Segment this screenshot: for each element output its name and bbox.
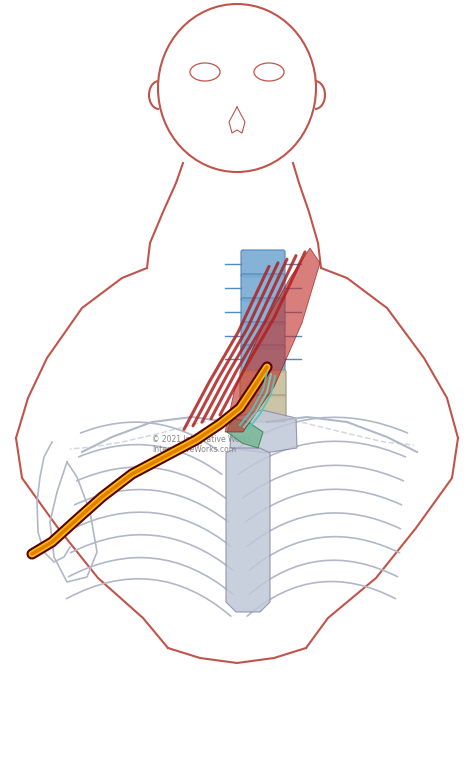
FancyBboxPatch shape [241, 345, 285, 372]
Polygon shape [226, 448, 270, 612]
FancyBboxPatch shape [241, 274, 285, 301]
Polygon shape [225, 248, 320, 432]
FancyBboxPatch shape [241, 322, 285, 349]
Text: © 2021 Integrative Works
IntegrativeWorks.com: © 2021 Integrative Works IntegrativeWork… [152, 435, 251, 454]
FancyBboxPatch shape [241, 298, 285, 325]
Polygon shape [227, 418, 263, 448]
FancyBboxPatch shape [240, 370, 286, 397]
FancyBboxPatch shape [240, 395, 286, 422]
Polygon shape [230, 410, 297, 453]
FancyBboxPatch shape [241, 250, 285, 277]
